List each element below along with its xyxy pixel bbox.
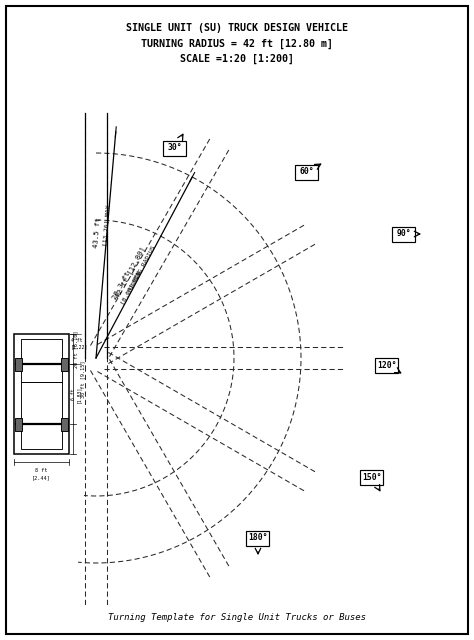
Bar xyxy=(61,358,68,371)
Text: SCALE =1:20 [1:200]: SCALE =1:20 [1:200] xyxy=(180,54,294,64)
Text: Turning Template for Single Unit Trucks or Buses: Turning Template for Single Unit Trucks … xyxy=(108,614,366,623)
FancyBboxPatch shape xyxy=(164,141,186,156)
Text: 4 ft: 4 ft xyxy=(71,338,82,343)
Bar xyxy=(15,418,22,431)
Text: 120°: 120° xyxy=(377,360,397,369)
Text: [13.26] MAX: [13.26] MAX xyxy=(102,205,111,246)
FancyBboxPatch shape xyxy=(392,227,416,241)
Text: [8.64] MIN: [8.64] MIN xyxy=(120,269,142,305)
FancyBboxPatch shape xyxy=(361,470,383,484)
Text: TURNING RADIUS = 42 ft [12.80 m]: TURNING RADIUS = 42 ft [12.80 m] xyxy=(141,39,333,49)
Bar xyxy=(15,358,22,371)
Text: 150°: 150° xyxy=(362,472,382,481)
FancyBboxPatch shape xyxy=(295,164,319,179)
Text: 30°: 30° xyxy=(168,143,182,152)
Bar xyxy=(61,418,68,431)
Text: [2.44]: [2.44] xyxy=(32,475,51,480)
Text: 6 ft
[1.83]: 6 ft [1.83] xyxy=(71,385,82,403)
FancyBboxPatch shape xyxy=(375,358,399,372)
Text: 90°: 90° xyxy=(397,230,411,239)
Text: 60°: 60° xyxy=(300,168,314,177)
Text: 43.5 ft: 43.5 ft xyxy=(92,217,101,248)
Text: [1.22]: [1.22] xyxy=(71,344,88,349)
Text: 180°: 180° xyxy=(248,534,268,543)
Text: 30 ft [9.15]: 30 ft [9.15] xyxy=(81,360,85,397)
Text: TURNING RADIUS: TURNING RADIUS xyxy=(128,244,157,293)
Text: 8 ft: 8 ft xyxy=(35,468,48,473)
Text: 42 ft [12.80]: 42 ft [12.80] xyxy=(114,245,147,298)
FancyBboxPatch shape xyxy=(246,531,270,545)
Text: SINGLE UNIT (SU) TRUCK DESIGN VEHICLE: SINGLE UNIT (SU) TRUCK DESIGN VEHICLE xyxy=(126,23,348,33)
Bar xyxy=(14,334,69,454)
Text: 20 ft [6.10]: 20 ft [6.10] xyxy=(73,330,79,368)
Bar xyxy=(21,339,62,449)
Text: 28.3 ft: 28.3 ft xyxy=(111,271,131,300)
